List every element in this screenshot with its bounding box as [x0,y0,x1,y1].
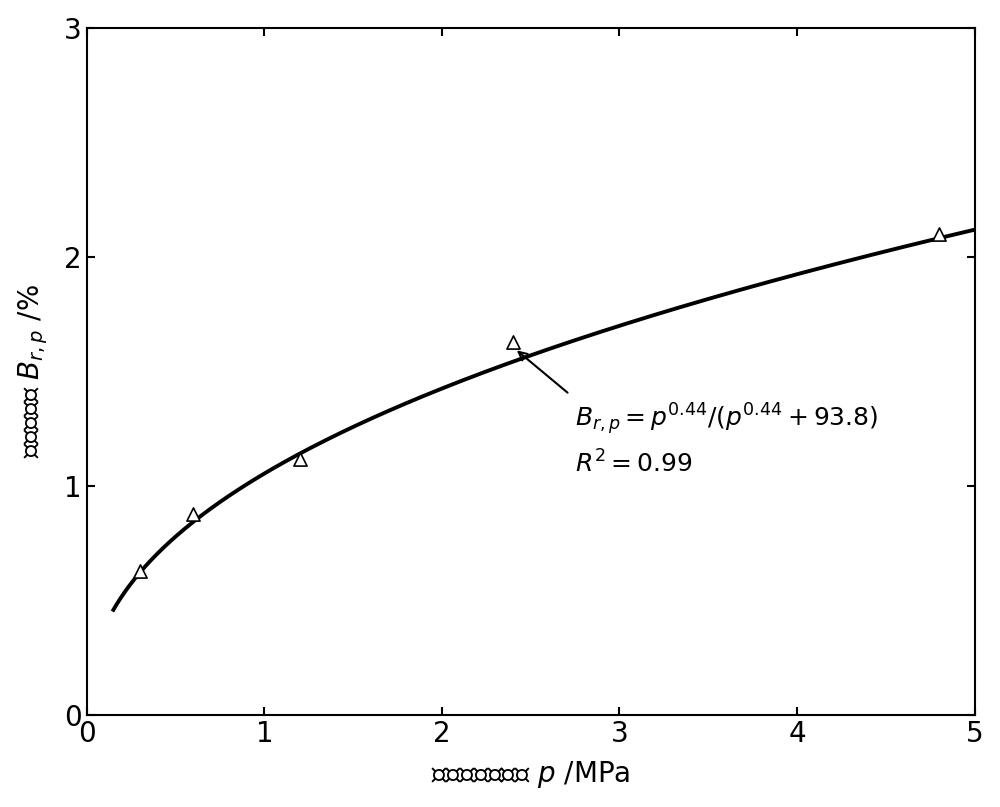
Point [505,335,521,348]
Y-axis label: 相对破碎率 $B_{r,p}$ /%: 相对破碎率 $B_{r,p}$ /% [17,285,50,458]
X-axis label: 平均有效主应力 $p$ /MPa: 平均有效主应力 $p$ /MPa [431,759,630,790]
Point [931,228,947,240]
Point [132,564,148,577]
Point [292,452,308,465]
Text: $B_{r,p}=p^{0.44}/(p^{0.44}+93.8)$
$R^2=0.99$: $B_{r,p}=p^{0.44}/(p^{0.44}+93.8)$ $R^2=… [575,401,878,478]
Point [185,507,201,520]
